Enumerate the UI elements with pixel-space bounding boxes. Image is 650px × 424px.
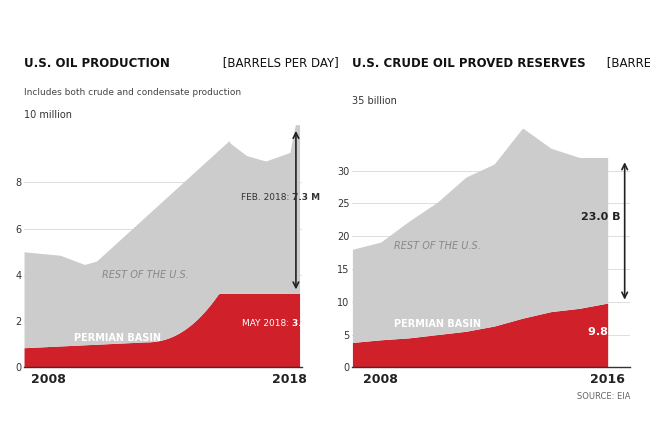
Text: [BARRELS PER DAY]: [BARRELS PER DAY]	[219, 56, 339, 70]
Text: Includes both crude and condensate production: Includes both crude and condensate produ…	[0, 423, 1, 424]
Text: SOURCE: EIA: SOURCE: EIA	[577, 392, 630, 401]
Text: FEB. 2018:: FEB. 2018:	[241, 193, 292, 202]
Text: 7.3 M: 7.3 M	[292, 193, 320, 202]
Text: U.S. CRUDE OIL PROVED RESERVES: U.S. CRUDE OIL PROVED RESERVES	[0, 423, 1, 424]
Text: 23.0 B: 23.0 B	[581, 212, 621, 222]
Text: U.S. CRUDE OIL PROVED RESERVES: U.S. CRUDE OIL PROVED RESERVES	[352, 56, 586, 70]
Text: PERMIAN BASIN: PERMIAN BASIN	[394, 319, 481, 329]
Text: 10 million: 10 million	[24, 110, 72, 120]
Text: 10 million: 10 million	[0, 423, 1, 424]
Text: 35 billion: 35 billion	[0, 423, 1, 424]
Text: REST OF THE U.S.: REST OF THE U.S.	[102, 270, 188, 280]
Text: MAY 2018:: MAY 2018:	[242, 319, 292, 328]
Text: [BARRELS]: [BARRELS]	[603, 56, 650, 70]
Text: 3.2 M: 3.2 M	[292, 319, 320, 328]
Text: 9.8 B: 9.8 B	[588, 327, 621, 337]
Text: Includes both crude and condensate production: Includes both crude and condensate produ…	[24, 88, 241, 97]
Text: U.S. OIL PRODUCTION: U.S. OIL PRODUCTION	[0, 423, 1, 424]
Text: PERMIAN BASIN: PERMIAN BASIN	[74, 333, 161, 343]
Text: U.S. OIL PRODUCTION: U.S. OIL PRODUCTION	[24, 56, 170, 70]
Text: REST OF THE U.S.: REST OF THE U.S.	[394, 241, 481, 251]
Text: 35 billion: 35 billion	[352, 95, 397, 106]
